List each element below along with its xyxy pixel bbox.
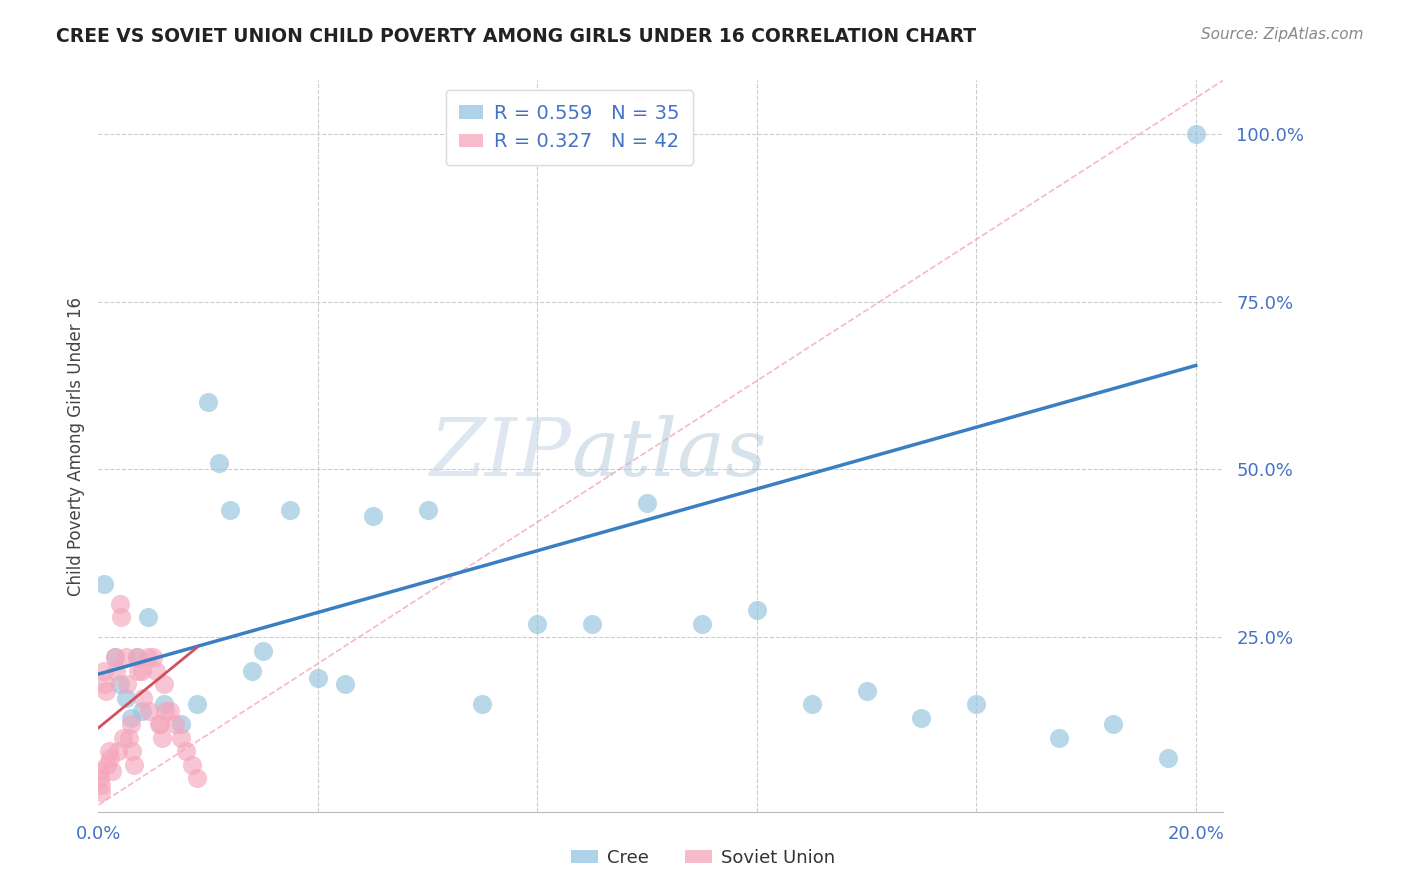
Point: [127, 664, 149, 678]
Point: [800, 698, 823, 712]
Point: [149, 717, 172, 731]
Point: [136, 650, 159, 665]
Point: [110, 597, 132, 611]
Point: [112, 731, 135, 745]
Point: [745, 603, 768, 617]
Point: [170, 717, 193, 731]
Point: [153, 677, 176, 691]
Point: [136, 610, 159, 624]
Text: atlas: atlas: [571, 415, 766, 492]
Point: [170, 731, 193, 745]
Point: [416, 502, 439, 516]
Point: [94, 684, 117, 698]
Point: [219, 502, 242, 516]
Point: [125, 650, 148, 665]
Point: [115, 690, 138, 705]
Point: [965, 698, 987, 712]
Point: [581, 616, 603, 631]
Point: [89, 764, 111, 779]
Point: [90, 778, 112, 792]
Point: [120, 717, 142, 731]
Point: [526, 616, 548, 631]
Point: [104, 650, 127, 665]
Point: [186, 771, 208, 785]
Point: [131, 664, 153, 678]
Y-axis label: Child Poverty Among Girls Under 16: Child Poverty Among Girls Under 16: [66, 296, 84, 596]
Point: [1157, 751, 1180, 765]
Point: [96, 757, 118, 772]
Point: [145, 664, 167, 678]
Point: [1047, 731, 1070, 745]
Point: [153, 698, 176, 712]
Point: [1184, 127, 1206, 141]
Point: [131, 704, 153, 718]
Point: [165, 717, 187, 731]
Legend: Cree, Soviet Union: Cree, Soviet Union: [564, 842, 842, 874]
Point: [115, 677, 138, 691]
Point: [98, 744, 121, 758]
Point: [93, 576, 115, 591]
Point: [335, 677, 357, 691]
Point: [155, 704, 177, 718]
Point: [471, 698, 494, 712]
Text: Source: ZipAtlas.com: Source: ZipAtlas.com: [1201, 27, 1364, 42]
Point: [197, 395, 219, 409]
Point: [1102, 717, 1125, 731]
Point: [100, 751, 122, 765]
Point: [148, 717, 170, 731]
Point: [690, 616, 713, 631]
Point: [307, 671, 329, 685]
Point: [636, 496, 658, 510]
Point: [159, 704, 181, 718]
Point: [115, 650, 138, 665]
Point: [104, 650, 127, 665]
Text: CREE VS SOVIET UNION CHILD POVERTY AMONG GIRLS UNDER 16 CORRELATION CHART: CREE VS SOVIET UNION CHILD POVERTY AMONG…: [56, 27, 976, 45]
Legend: R = 0.559   N = 35, R = 0.327   N = 42: R = 0.559 N = 35, R = 0.327 N = 42: [446, 90, 693, 165]
Point: [910, 711, 932, 725]
Text: ZIP: ZIP: [429, 415, 571, 492]
Point: [280, 502, 302, 516]
Point: [94, 677, 117, 691]
Point: [117, 731, 139, 745]
Point: [125, 650, 148, 665]
Point: [174, 744, 197, 758]
Point: [180, 757, 202, 772]
Point: [150, 731, 173, 745]
Point: [121, 744, 143, 758]
Point: [208, 456, 231, 470]
Point: [104, 664, 127, 678]
Point: [110, 677, 132, 691]
Point: [90, 784, 112, 798]
Point: [120, 711, 142, 725]
Point: [142, 650, 165, 665]
Point: [240, 664, 263, 678]
Point: [107, 744, 129, 758]
Point: [855, 684, 877, 698]
Point: [93, 664, 115, 678]
Point: [252, 643, 274, 657]
Point: [89, 771, 111, 785]
Point: [101, 764, 124, 779]
Point: [122, 757, 145, 772]
Point: [361, 509, 384, 524]
Point: [132, 690, 155, 705]
Point: [186, 698, 208, 712]
Point: [138, 704, 160, 718]
Point: [110, 610, 132, 624]
